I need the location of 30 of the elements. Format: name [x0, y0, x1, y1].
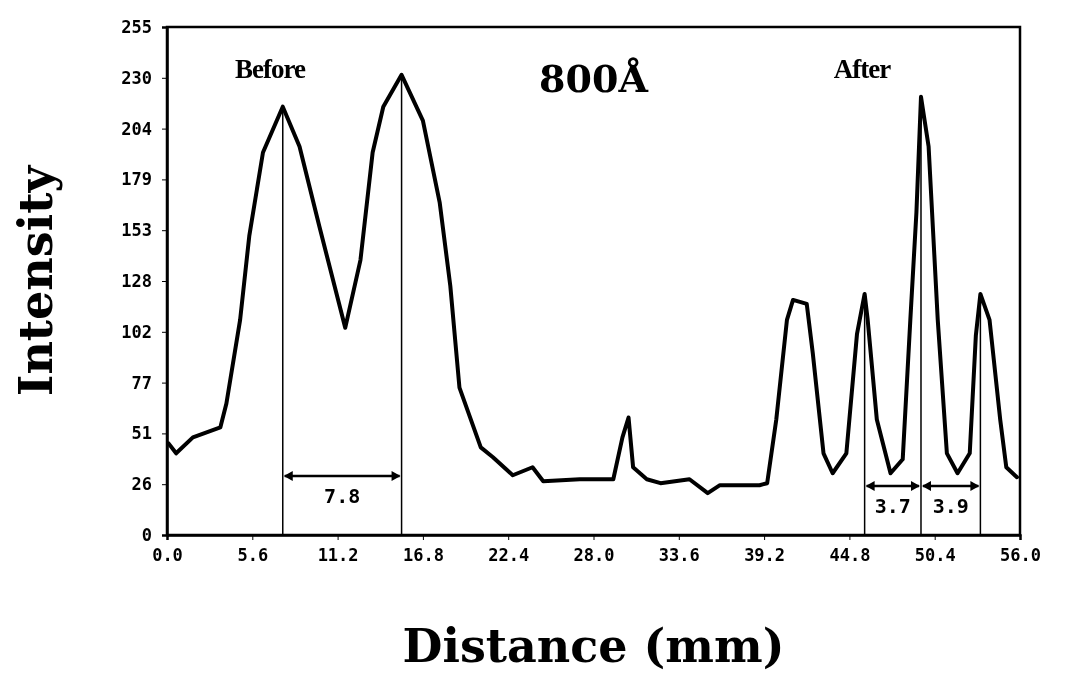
x-tick-label: 39.2: [744, 545, 786, 566]
annotation: After: [833, 54, 892, 84]
x-tick-label: 5.6: [237, 545, 269, 566]
y-tick-label: 128: [121, 270, 152, 291]
x-tick-label: 28.0: [573, 545, 615, 566]
x-tick-label: 11.2: [317, 545, 359, 566]
y-tick-label: 51: [131, 423, 152, 444]
x-tick-label: 22.4: [488, 545, 530, 566]
x-axis-title: Distance (mm): [402, 619, 785, 673]
x-tick-label: 56.0: [1000, 545, 1041, 566]
y-axis-title: Intensity: [9, 164, 63, 397]
y-tick-label: 153: [121, 220, 152, 241]
text: 800Å: [539, 56, 649, 101]
y-tick-label: 230: [121, 67, 152, 88]
x-tick-label: 50.4: [914, 545, 956, 566]
y-tick-label: 204: [121, 118, 152, 139]
y-tick-label: 102: [121, 321, 152, 342]
annotation: Before: [235, 54, 306, 84]
x-tick-label: 16.8: [402, 545, 444, 566]
y-tick-label: 255: [121, 16, 152, 37]
y-tick-label: 179: [121, 169, 152, 190]
annotation: 3.9: [932, 494, 969, 518]
annotation: 7.8: [324, 484, 361, 508]
annotation: 3.7: [874, 494, 911, 518]
y-tick-label: 26: [131, 474, 152, 495]
x-tick-label: 33.6: [658, 545, 700, 566]
y-tick-label: 77: [131, 372, 152, 393]
y-tick-label: 0: [141, 524, 152, 545]
x-tick-label: 44.8: [829, 545, 871, 566]
x-tick-label: 0.0: [152, 545, 183, 566]
